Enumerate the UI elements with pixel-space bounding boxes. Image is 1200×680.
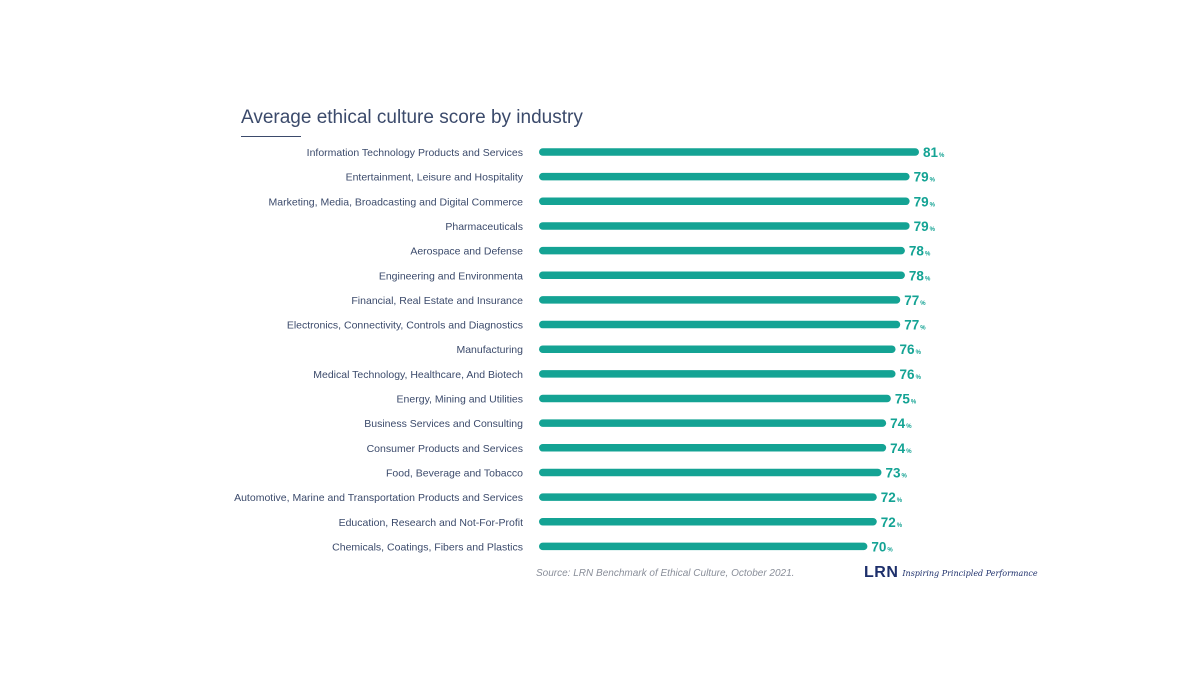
percent-sign: % xyxy=(939,153,945,159)
source-note: Source: LRN Benchmark of Ethical Culture… xyxy=(536,568,795,579)
bar-row: Pharmaceuticals 79% xyxy=(445,219,935,234)
category-label: Medical Technology, Healthcare, And Biot… xyxy=(313,369,523,381)
percent-sign: % xyxy=(897,498,903,504)
category-label: Consumer Products and Services xyxy=(367,443,523,455)
value-label: 72% xyxy=(881,515,903,530)
category-label: Energy, Mining and Utilities xyxy=(397,394,523,406)
category-label: Education, Research and Not-For-Profit xyxy=(339,517,523,529)
percent-sign: % xyxy=(930,227,936,233)
bar xyxy=(539,197,910,206)
bar xyxy=(539,271,905,279)
value-label: 75% xyxy=(895,392,917,407)
bar-row: Education, Research and Not-For-Profit 72… xyxy=(339,515,903,530)
bar-row: Food, Beverage and Tobacco 73% xyxy=(386,465,908,480)
category-label: Electronics, Connectivity, Controls and … xyxy=(287,320,523,332)
bar xyxy=(539,172,910,181)
value-label: 72% xyxy=(881,490,903,505)
value-label: 79% xyxy=(914,194,936,209)
bar xyxy=(539,542,868,551)
bar xyxy=(539,296,901,304)
bar-row: Manufacturing 76% xyxy=(456,342,921,357)
percent-sign: % xyxy=(911,400,917,406)
category-label: Pharmaceuticals xyxy=(445,221,523,233)
category-label: Financial, Real Estate and Insurance xyxy=(351,295,523,307)
bar-row: Energy, Mining and Utilities 75% xyxy=(397,392,917,407)
bar xyxy=(539,444,887,452)
value-label: 78% xyxy=(909,268,931,283)
category-label: Chemicals, Coatings, Fibers and Plastics xyxy=(332,541,523,553)
category-label: Food, Beverage and Tobacco xyxy=(386,467,523,479)
value-label: 70% xyxy=(871,539,893,554)
percent-sign: % xyxy=(897,523,903,529)
bar-row: Marketing, Media, Broadcasting and Digit… xyxy=(269,194,936,209)
percent-sign: % xyxy=(930,202,936,208)
bar xyxy=(539,394,891,403)
bar xyxy=(539,320,901,329)
value-label: 76% xyxy=(900,342,922,357)
bar-row: Information Technology Products and Serv… xyxy=(307,145,945,160)
bar-row: Engineering and Environmenta 78% xyxy=(379,268,931,283)
value-label: 74% xyxy=(890,441,912,456)
category-label: Entertainment, Leisure and Hospitality xyxy=(346,172,524,184)
category-label: Automotive, Marine and Transportation Pr… xyxy=(234,492,523,504)
bar-row: Consumer Products and Services 74% xyxy=(367,441,913,456)
bar xyxy=(539,468,882,477)
category-label: Aerospace and Defense xyxy=(410,246,523,258)
percent-sign: % xyxy=(925,252,931,258)
bar xyxy=(539,345,896,353)
value-label: 74% xyxy=(890,416,912,431)
title-underline xyxy=(241,136,301,137)
percent-sign: % xyxy=(930,178,936,184)
bar-row: Financial, Real Estate and Insurance 77% xyxy=(351,293,926,308)
bar xyxy=(539,148,919,156)
bar-row: Medical Technology, Healthcare, And Biot… xyxy=(313,367,921,382)
percent-sign: % xyxy=(916,375,922,381)
value-label: 78% xyxy=(909,244,931,259)
bar-row: Business Services and Consulting 74% xyxy=(364,416,912,431)
percent-sign: % xyxy=(920,326,926,332)
category-label: Engineering and Environmenta xyxy=(379,270,523,282)
bar-row: Aerospace and Defense 78% xyxy=(410,244,931,259)
percent-sign: % xyxy=(920,301,926,307)
logo-tagline: Inspiring Principled Performance xyxy=(902,568,1038,578)
value-label: 77% xyxy=(904,293,926,308)
chart-title: Average ethical culture score by industr… xyxy=(241,107,583,128)
bar xyxy=(539,370,896,378)
value-label: 73% xyxy=(885,465,907,480)
bar xyxy=(539,493,877,501)
bar-row: Entertainment, Leisure and Hospitality 79… xyxy=(346,170,936,185)
value-label: 76% xyxy=(900,367,922,382)
bar xyxy=(539,222,910,230)
percent-sign: % xyxy=(902,473,908,479)
percent-sign: % xyxy=(916,350,922,356)
category-label: Marketing, Media, Broadcasting and Digit… xyxy=(269,196,524,208)
bar xyxy=(539,419,887,427)
logo-mark: LRN xyxy=(864,564,899,581)
bar-row: Automotive, Marine and Transportation Pr… xyxy=(234,490,903,505)
value-label: 81% xyxy=(923,145,945,160)
category-label: Information Technology Products and Serv… xyxy=(307,147,523,159)
value-label: 79% xyxy=(914,219,936,234)
percent-sign: % xyxy=(906,449,912,455)
percent-sign: % xyxy=(887,547,893,553)
percent-sign: % xyxy=(925,276,931,282)
bar xyxy=(539,246,905,255)
value-label: 77% xyxy=(904,318,926,333)
category-label: Manufacturing xyxy=(456,344,523,356)
bar-row: Electronics, Connectivity, Controls and … xyxy=(287,318,926,333)
bar xyxy=(539,518,877,526)
value-label: 79% xyxy=(914,170,936,185)
lrn-logo: LRN Inspiring Principled Performance xyxy=(864,563,1038,583)
category-label: Business Services and Consulting xyxy=(364,418,523,430)
percent-sign: % xyxy=(906,424,912,430)
bar-row: Chemicals, Coatings, Fibers and Plastics… xyxy=(332,539,893,554)
